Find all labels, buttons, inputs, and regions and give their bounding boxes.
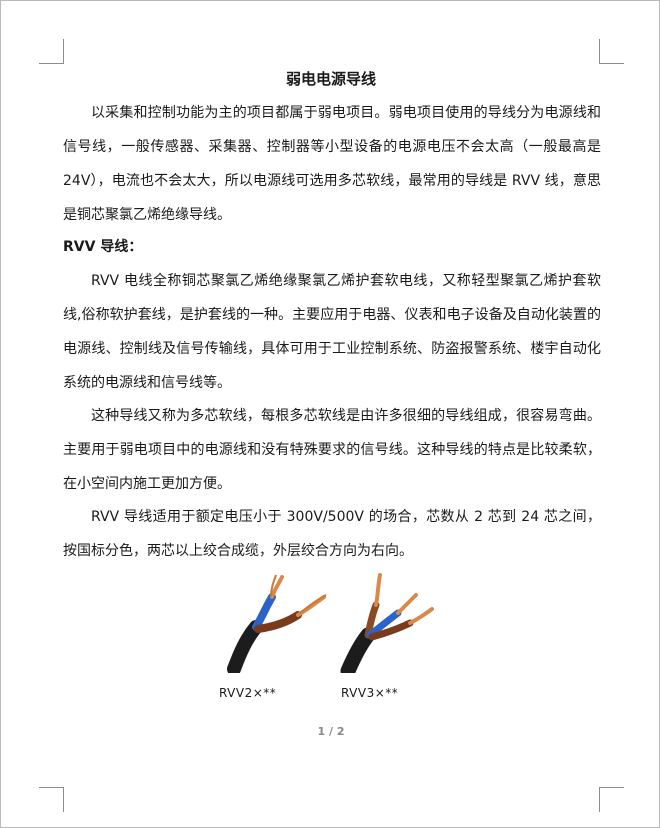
document-title: 弱电电源导线 — [285, 70, 376, 88]
rvv3-cable-photo — [336, 569, 436, 673]
caption-rvv3: RVV3×** — [341, 686, 399, 700]
section-heading: RVV 导线： — [63, 239, 143, 255]
crop-mark-bottom-right-icon — [599, 787, 624, 812]
caption-rvv2: RVV2×** — [219, 686, 277, 700]
paragraph-intro: 以采集和控制功能为主的项目都属于弱电项目。弱电项目使用的导线分为电源线和信号线，… — [63, 105, 601, 223]
rvv2-cable-photo — [216, 569, 334, 673]
crop-mark-top-left-icon — [39, 39, 64, 64]
paragraph-rated-voltage: RVV 导线适用于额定电压小于 300V/500V 的场合，芯数从 2 芯到 2… — [63, 509, 601, 559]
crop-mark-top-right-icon — [599, 39, 624, 64]
paragraph-rvv-definition: RVV 电线全称铜芯聚氯乙烯绝缘聚氯乙烯护套软电线，又称轻型聚氯乙烯护套软线,俗… — [63, 273, 601, 391]
crop-mark-bottom-left-icon — [39, 787, 64, 812]
paragraph-multicore: 这种导线又称为多芯软线，每根多芯软线是由许多很细的导线组成，很容易弯曲。主要用于… — [63, 408, 601, 492]
page-number: 1 / 2 — [317, 725, 345, 738]
